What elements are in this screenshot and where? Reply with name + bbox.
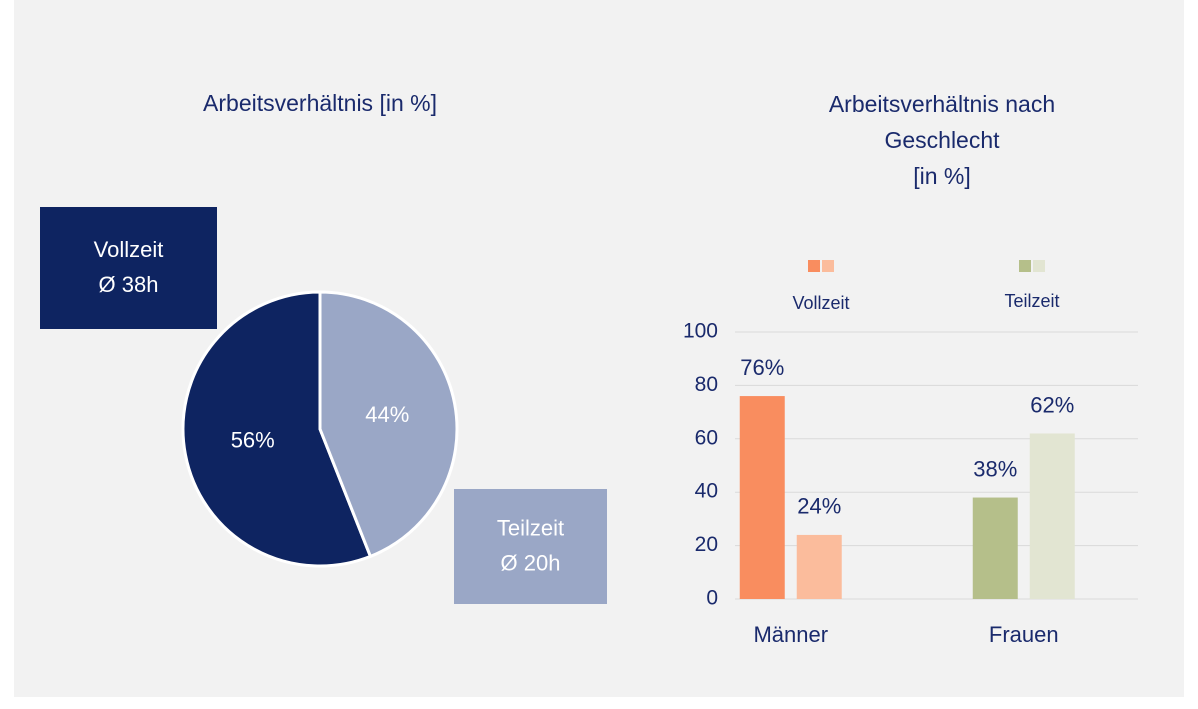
y-tick-label: 0 <box>706 587 718 610</box>
pie-slice <box>318 290 459 559</box>
y-tick-label: 80 <box>695 373 718 396</box>
chart-title: [in %] <box>913 163 971 189</box>
callout-box <box>454 489 607 604</box>
callout-label: Teilzeit <box>497 515 564 540</box>
bar <box>1029 433 1075 599</box>
slice-label: 56% <box>231 428 275 453</box>
bar <box>796 534 842 599</box>
y-tick-label: 40 <box>695 480 718 503</box>
callout-annotation: Ø 38h <box>99 272 159 297</box>
chart-title: Arbeitsverhältnis nach <box>829 91 1055 117</box>
x-tick-label: Männer <box>753 622 828 647</box>
y-tick-label: 20 <box>695 533 718 556</box>
legend-label: Vollzeit <box>792 293 849 313</box>
legend-swatch <box>1033 260 1045 272</box>
callout-label: Vollzeit <box>94 237 164 262</box>
y-tick-label: 60 <box>695 426 718 449</box>
bar-label: 62% <box>1030 392 1074 417</box>
legend-swatch <box>822 260 834 272</box>
chart-title: Arbeitsverhältnis [in %] <box>203 90 437 116</box>
x-tick-label: Frauen <box>989 622 1059 647</box>
slice-label: 44% <box>365 402 409 427</box>
legend-swatch <box>1019 260 1031 272</box>
chart-title: Geschlecht <box>884 127 1000 153</box>
bar <box>972 497 1018 599</box>
legend-swatch <box>808 260 820 272</box>
bar <box>739 396 785 599</box>
pie-slice <box>181 290 373 568</box>
bar-label: 76% <box>740 355 784 380</box>
callout-box <box>40 207 217 329</box>
bar-label: 38% <box>973 456 1017 481</box>
bar-label: 24% <box>797 494 841 519</box>
y-tick-label: 100 <box>683 320 718 343</box>
legend-label: Teilzeit <box>1004 291 1059 311</box>
callout-annotation: Ø 20h <box>501 550 561 575</box>
